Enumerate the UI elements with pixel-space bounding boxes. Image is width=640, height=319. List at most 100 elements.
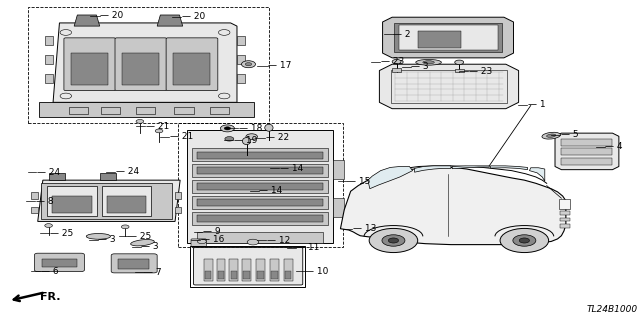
Bar [178,123,343,247]
Bar [71,53,108,85]
Bar [118,259,149,269]
FancyBboxPatch shape [166,38,218,91]
Bar [187,130,333,243]
Text: — 2: — 2 [394,30,411,39]
Text: — 24: — 24 [37,168,60,177]
Ellipse shape [225,137,234,141]
Bar [192,148,328,161]
Ellipse shape [423,61,435,64]
Ellipse shape [247,239,259,245]
Text: — 3: — 3 [99,235,116,244]
Ellipse shape [265,124,273,131]
Bar [399,25,497,50]
Text: — 5: — 5 [561,130,579,139]
Bar [175,206,181,213]
Bar [560,218,570,221]
Bar [192,212,328,225]
Bar [561,158,612,165]
Bar [242,259,251,281]
Circle shape [369,228,418,253]
Ellipse shape [246,134,257,139]
Ellipse shape [224,127,230,130]
Polygon shape [53,23,237,102]
FancyBboxPatch shape [111,254,157,273]
Bar [101,107,120,114]
Bar [49,173,65,180]
Bar [41,183,172,219]
Ellipse shape [122,225,129,229]
Bar [218,271,224,278]
Bar [28,7,269,123]
Polygon shape [74,15,100,26]
Bar [122,53,159,85]
Bar [284,259,292,281]
Bar [392,68,401,72]
Bar [561,148,612,155]
Polygon shape [415,166,451,172]
Bar [31,192,38,199]
Polygon shape [38,180,180,221]
Text: — 17: — 17 [268,61,292,70]
Bar [204,259,212,281]
Bar [196,167,323,174]
Text: — 10: — 10 [305,267,329,276]
Ellipse shape [60,93,72,99]
Text: — 9: — 9 [203,227,221,236]
Bar [174,107,193,114]
Bar [560,211,570,215]
Bar [196,215,323,222]
Polygon shape [555,133,619,170]
Bar [271,271,278,278]
Bar [173,53,210,85]
Text: — 4: — 4 [605,142,623,151]
Ellipse shape [245,63,252,66]
Circle shape [519,238,529,243]
Bar [192,180,328,193]
Text: — 23: — 23 [468,67,492,76]
Bar [216,259,225,281]
Polygon shape [380,64,518,109]
Polygon shape [39,102,253,117]
Text: — 14: — 14 [280,164,303,173]
Text: — 21: — 21 [170,132,193,141]
FancyBboxPatch shape [64,38,116,91]
Text: — 20: — 20 [100,11,124,20]
Text: — 23: — 23 [381,57,404,66]
Text: — 12: — 12 [267,236,291,245]
Bar [243,271,250,278]
Polygon shape [452,166,489,169]
FancyBboxPatch shape [35,253,84,271]
Bar [52,196,92,213]
Bar [333,198,344,217]
Bar [559,199,570,209]
Text: — 18: — 18 [239,124,262,133]
Bar [237,55,244,64]
Text: — 20: — 20 [182,12,205,21]
Ellipse shape [218,30,230,35]
Ellipse shape [455,60,464,64]
Bar [69,107,88,114]
Circle shape [388,238,399,243]
Ellipse shape [45,224,52,227]
Bar [196,152,323,159]
Bar [31,206,38,213]
Bar [229,259,238,281]
Ellipse shape [243,137,251,145]
Bar [45,36,53,45]
Bar [230,271,237,278]
Ellipse shape [241,61,255,68]
Text: FR.: FR. [40,292,61,302]
Ellipse shape [60,30,72,35]
Bar [196,183,323,190]
Bar [45,74,53,83]
Ellipse shape [542,132,561,139]
Ellipse shape [156,129,163,133]
Bar [333,160,344,179]
Text: — 3: — 3 [412,62,429,71]
Circle shape [513,235,536,246]
Bar [418,31,461,48]
Text: — 8: — 8 [36,197,54,206]
Polygon shape [490,166,527,170]
Text: — 3: — 3 [141,242,159,251]
Text: — 13: — 13 [353,224,376,233]
